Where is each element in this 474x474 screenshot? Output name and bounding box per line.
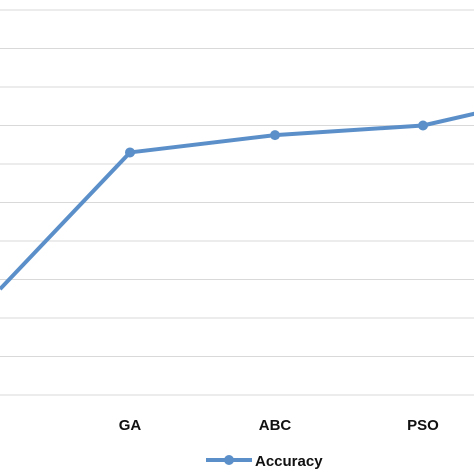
gridlines [0, 9, 474, 396]
legend-label-accuracy: Accuracy [255, 453, 323, 470]
data-point-pso [418, 120, 428, 131]
legend: Accuracy [206, 453, 323, 470]
x-axis-tick-labels: GA ABC PSO [119, 417, 439, 434]
data-point-ga [125, 147, 135, 158]
x-tick-label-pso: PSO [407, 417, 439, 434]
series-line-accuracy [0, 111, 474, 291]
data-point-abc [270, 130, 280, 141]
legend-swatch-marker [224, 455, 234, 465]
x-tick-label-abc: ABC [259, 417, 292, 434]
x-tick-label-ga: GA [119, 417, 142, 434]
series-accuracy [0, 111, 474, 291]
